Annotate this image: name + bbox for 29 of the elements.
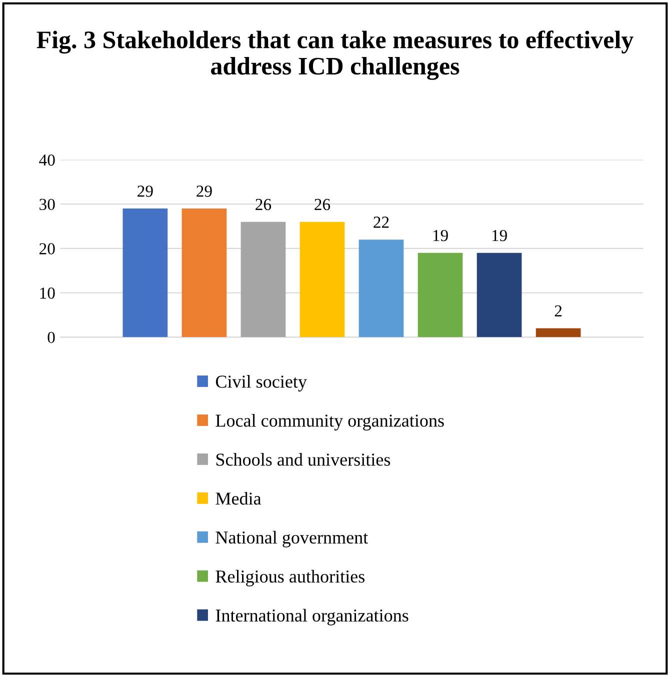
chart-title: Fig. 3 Stakeholders that can take measures to effectively address ICD challenges: [36, 30, 634, 80]
y-tick-label: 10: [40, 288, 55, 299]
legend-label: Local community organizations: [216, 414, 444, 430]
legend-label: National government: [216, 530, 368, 548]
data-label: 26: [256, 198, 272, 210]
bar: [122, 208, 168, 338]
bar: [182, 208, 227, 338]
data-label: 29: [196, 186, 212, 197]
data-label: 29: [138, 186, 153, 197]
legend-label: Media: [216, 492, 262, 505]
legend-label: Religious authorities: [216, 570, 364, 586]
bar: [476, 252, 522, 338]
data-label: 2: [554, 305, 562, 316]
bar: [418, 252, 463, 338]
legend-label: Civil society: [216, 375, 307, 392]
data-label: 22: [374, 216, 389, 228]
bar: [240, 222, 286, 338]
bar: [358, 240, 404, 338]
data-label: 19: [492, 230, 507, 242]
data-label: 26: [314, 198, 330, 210]
data-label: 19: [433, 230, 448, 242]
bar: [300, 222, 345, 338]
legend-label: International organizations: [216, 608, 408, 626]
y-tick-label: 0: [48, 332, 55, 344]
y-tick-label: 40: [39, 154, 55, 166]
y-tick-label: 20: [40, 243, 55, 254]
y-tick-label: 30: [40, 198, 55, 210]
legend-label: Schools and universities: [216, 453, 390, 466]
bar: [536, 328, 581, 338]
